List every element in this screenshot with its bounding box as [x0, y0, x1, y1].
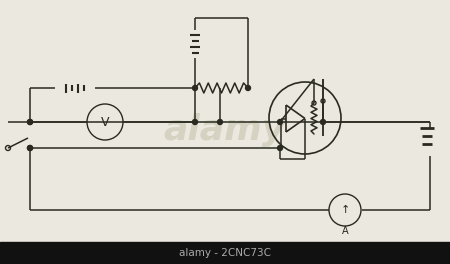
Circle shape	[27, 120, 32, 125]
Circle shape	[246, 86, 251, 91]
Text: alamy - 2CNC73C: alamy - 2CNC73C	[179, 248, 271, 258]
Bar	[0, 242, 450, 264]
Circle shape	[320, 120, 325, 125]
Circle shape	[278, 145, 283, 150]
Circle shape	[217, 120, 222, 125]
Text: alamy: alamy	[164, 113, 286, 147]
Circle shape	[27, 120, 32, 125]
Circle shape	[193, 120, 198, 125]
Circle shape	[27, 145, 32, 150]
Text: ↑: ↑	[340, 205, 350, 215]
Text: A: A	[342, 226, 348, 236]
Circle shape	[193, 86, 198, 91]
Circle shape	[278, 120, 283, 125]
Text: V: V	[101, 116, 109, 129]
